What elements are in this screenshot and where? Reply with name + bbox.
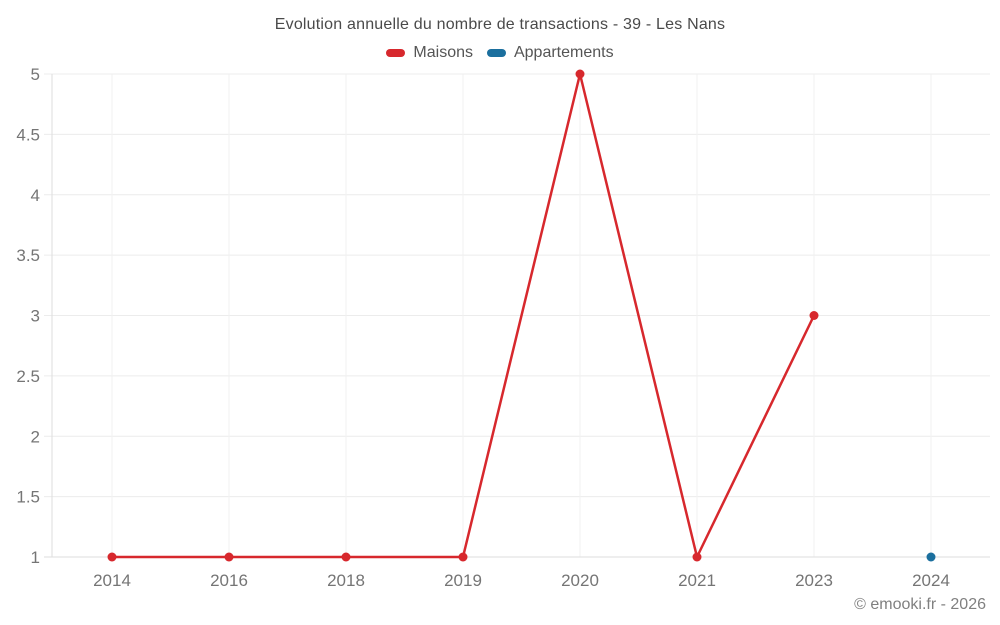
x-tick-label: 2021	[678, 571, 716, 590]
legend-swatch-appartements	[486, 49, 506, 57]
y-tick-label: 4.5	[16, 125, 40, 144]
copyright: © emooki.fr - 2026	[854, 596, 986, 613]
x-tick-label: 2019	[444, 571, 482, 590]
y-tick-label: 4	[31, 186, 40, 205]
data-point-maisons[interactable]	[458, 552, 468, 562]
y-tick-label: 2.5	[16, 367, 40, 386]
y-tick-label: 1	[31, 548, 40, 567]
x-tick-label: 2018	[327, 571, 365, 590]
data-point-maisons[interactable]	[341, 552, 351, 562]
y-tick-label: 2	[31, 427, 40, 446]
y-tick-label: 1.5	[16, 488, 40, 507]
x-tick-label: 2024	[912, 571, 950, 590]
data-point-appartements[interactable]	[926, 552, 936, 562]
data-point-maisons[interactable]	[224, 552, 234, 562]
legend-label-appartements: Appartements	[513, 44, 614, 61]
y-tick-label: 5	[31, 65, 40, 84]
y-tick-label: 3	[31, 307, 40, 326]
legend-item-appartements[interactable]: Appartements	[486, 44, 614, 62]
data-point-maisons[interactable]	[107, 552, 117, 562]
x-tick-label: 2014	[93, 571, 131, 590]
legend-swatch-maisons	[386, 49, 406, 57]
x-tick-label: 2023	[795, 571, 833, 590]
chart-title: Evolution annuelle du nombre de transact…	[274, 16, 726, 33]
legend: Maisons Appartements	[0, 44, 1000, 62]
legend-item-maisons[interactable]: Maisons	[386, 44, 473, 62]
y-tick-label: 3.5	[16, 246, 40, 265]
data-point-maisons[interactable]	[692, 552, 702, 562]
legend-label-maisons: Maisons	[413, 44, 473, 61]
data-point-maisons[interactable]	[575, 69, 585, 79]
x-tick-label: 2016	[210, 571, 248, 590]
data-point-maisons[interactable]	[809, 311, 819, 320]
x-tick-label: 2020	[561, 571, 599, 590]
